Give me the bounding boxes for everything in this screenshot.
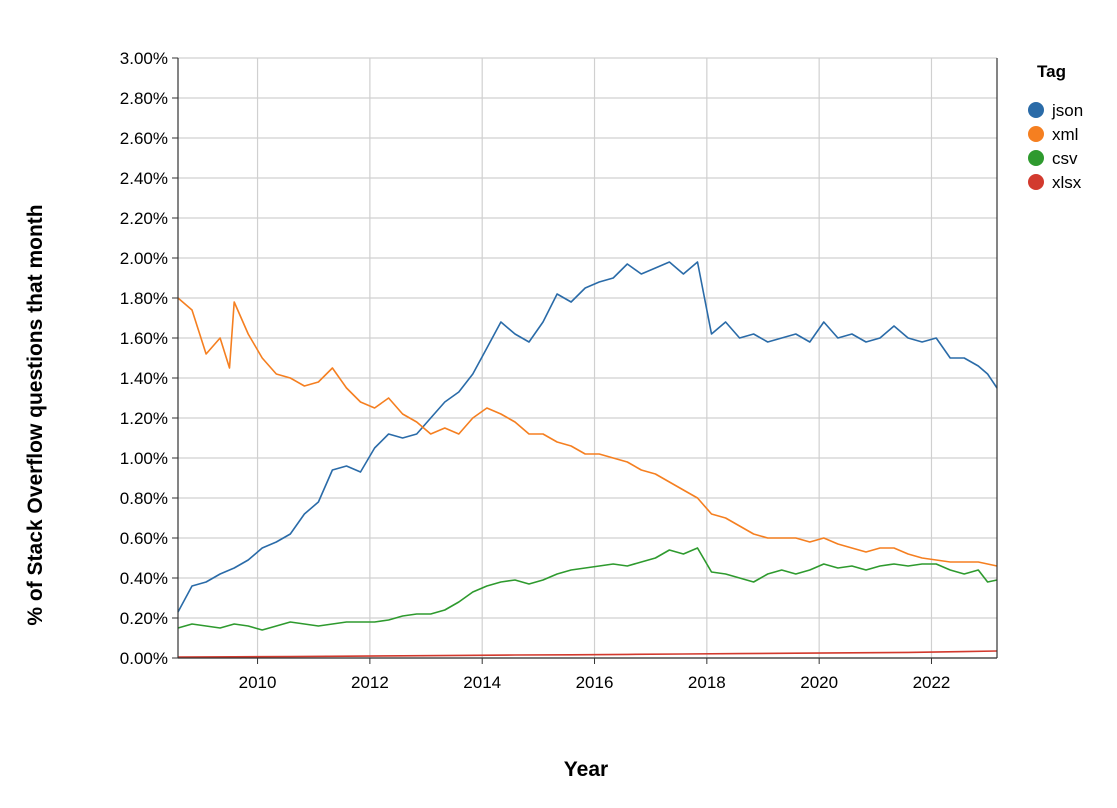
x-tick-label: 2012 [351,673,389,692]
legend-label-xml: xml [1052,125,1078,144]
series-line-csv [177,547,998,631]
x-tick-label: 2016 [576,673,614,692]
y-tick-label: 0.00% [120,649,168,668]
y-tick-label: 2.40% [120,169,168,188]
y-tick-label: 1.20% [120,409,168,428]
series-line-json [177,261,998,613]
y-tick-label: 2.20% [120,209,168,228]
x-axis-ticks: 2010 2012 2014 2016 2018 2020 2022 [178,657,997,692]
legend-label-xlsx: xlsx [1052,173,1082,192]
y-tick-label: 1.40% [120,369,168,388]
y-tick-label: 2.00% [120,249,168,268]
y-tick-label: 0.40% [120,569,168,588]
legend-label-json: json [1051,101,1083,120]
x-tick-label: 2022 [913,673,951,692]
x-tick-label: 2018 [688,673,726,692]
series-line-xlsx [177,650,998,658]
y-tick-label: 2.60% [120,129,168,148]
y-axis-title: % of Stack Overflow questions that month [24,204,47,625]
legend-swatch-xlsx [1028,174,1044,190]
legend-label-csv: csv [1052,149,1078,168]
x-tick-label: 2014 [463,673,501,692]
y-tick-label: 2.80% [120,89,168,108]
legend-title: Tag [1037,62,1066,81]
x-tick-label: 2010 [239,673,277,692]
series-line-xml [177,297,998,567]
legend-swatch-csv [1028,150,1044,166]
gridlines [178,57,997,659]
x-tick-label: 2020 [800,673,838,692]
y-tick-label: 0.80% [120,489,168,508]
legend-swatch-xml [1028,126,1044,142]
y-tick-label: 0.20% [120,609,168,628]
y-axis-ticks: 0.00% 0.20% 0.40% 0.60% 0.80% 1.00% 1.20% 1.40%… [120,49,998,668]
legend: Tag json xml csv xlsx [1028,62,1083,192]
x-axis-title: Year [564,758,608,781]
y-tick-label: 0.60% [120,529,168,548]
y-tick-label: 1.00% [120,449,168,468]
legend-swatch-json [1028,102,1044,118]
y-tick-label: 1.60% [120,329,168,348]
y-tick-label: 3.00% [120,49,168,68]
y-tick-label: 1.80% [120,289,168,308]
series-lines [177,261,998,658]
